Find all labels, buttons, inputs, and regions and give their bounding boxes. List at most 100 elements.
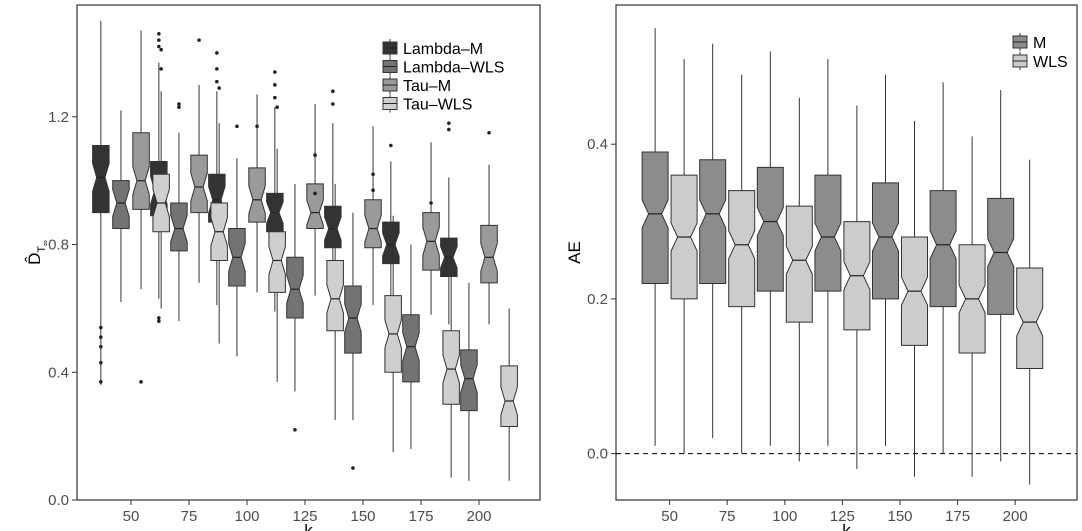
outlier-point bbox=[313, 191, 317, 196]
outlier-point bbox=[197, 38, 201, 42]
x-tick-label: 150 bbox=[887, 508, 912, 525]
box bbox=[460, 349, 478, 412]
box bbox=[402, 314, 420, 383]
outlier-point bbox=[331, 89, 335, 94]
box bbox=[92, 145, 110, 214]
box bbox=[699, 159, 727, 284]
y-axis-title: D̂T∞ bbox=[24, 240, 50, 265]
box bbox=[286, 256, 304, 319]
box bbox=[756, 166, 784, 292]
outlier-point bbox=[275, 105, 279, 109]
outlier-point bbox=[429, 201, 433, 205]
box bbox=[987, 197, 1015, 315]
box bbox=[480, 224, 498, 284]
x-tick-label: 125 bbox=[292, 508, 317, 525]
outlier-point bbox=[273, 70, 277, 74]
box bbox=[190, 154, 208, 214]
outlier-point bbox=[159, 67, 163, 71]
y-axis-title-subscript: T bbox=[36, 246, 48, 253]
outlier-point bbox=[371, 172, 375, 177]
legend-label: Tau–WLS bbox=[403, 97, 472, 114]
outlier-point bbox=[313, 153, 317, 157]
outlier-point bbox=[99, 380, 103, 384]
outlier-point bbox=[177, 105, 181, 109]
box bbox=[785, 205, 813, 323]
outlier-point bbox=[99, 344, 103, 349]
box bbox=[324, 205, 342, 249]
outlier-point bbox=[99, 360, 103, 365]
outlier-point bbox=[215, 79, 219, 84]
outlier-point bbox=[215, 51, 219, 55]
outlier-point bbox=[255, 124, 259, 129]
outlier-point bbox=[351, 466, 355, 470]
x-tick-label: 50 bbox=[123, 508, 140, 525]
outlier-point bbox=[447, 127, 451, 132]
y-axis-title: AE bbox=[565, 241, 584, 264]
plot-frame bbox=[76, 4, 541, 501]
box bbox=[306, 183, 324, 230]
x-tick-label: 125 bbox=[830, 508, 855, 525]
y-tick-label: 0.8 bbox=[48, 237, 69, 254]
x-axis-title: k bbox=[842, 521, 851, 531]
y-tick-label: 0.2 bbox=[587, 291, 608, 308]
outlier-point bbox=[389, 143, 393, 148]
outlier-point bbox=[447, 121, 451, 125]
y-tick-label: 0.4 bbox=[48, 364, 69, 381]
x-tick-label: 100 bbox=[772, 508, 797, 525]
legend-label: Lambda–M bbox=[403, 41, 483, 58]
outlier-point bbox=[487, 130, 491, 135]
outlier-point bbox=[273, 95, 277, 100]
box bbox=[728, 190, 756, 308]
x-tick-label: 200 bbox=[466, 508, 491, 525]
left-chart-panel: 0.0 0.4 0.8 1.2 50 75 100 125 150 175 200 k D̂T∞ Lamb… bbox=[24, 4, 541, 531]
y-tick-label: 1.2 bbox=[48, 109, 69, 126]
outlier-point bbox=[139, 380, 143, 384]
outlier-point bbox=[331, 102, 335, 106]
legend-label: WLS bbox=[1033, 54, 1068, 71]
outlier-point bbox=[293, 427, 297, 432]
x-tick-label: 75 bbox=[719, 508, 736, 525]
right-chart-panel: 0.0 0.2 0.4 50 75 100 125 150 175 200 k AE M WLS bbox=[565, 4, 1078, 531]
outlier-point bbox=[99, 325, 103, 330]
x-tick-label: 75 bbox=[181, 508, 198, 525]
box bbox=[344, 285, 362, 354]
box bbox=[442, 330, 460, 405]
y-tick-label: 0.4 bbox=[587, 136, 608, 153]
outlier-point bbox=[157, 44, 161, 49]
x-tick-label: 50 bbox=[661, 508, 678, 525]
outlier-point bbox=[371, 188, 375, 193]
x-tick-label: 200 bbox=[1003, 508, 1028, 525]
legend-label: M bbox=[1033, 35, 1046, 52]
box bbox=[248, 167, 266, 223]
outlier-point bbox=[235, 124, 239, 129]
x-axis-title: k bbox=[304, 521, 313, 531]
outlier-point bbox=[215, 67, 219, 71]
box bbox=[500, 365, 518, 428]
outlier-point bbox=[159, 47, 163, 52]
outlier-point bbox=[157, 31, 161, 36]
y-tick-label: 0.0 bbox=[48, 492, 69, 509]
box bbox=[929, 190, 957, 308]
y-axis-title-subsubscript: ∞ bbox=[41, 240, 50, 246]
box bbox=[364, 199, 382, 249]
box bbox=[326, 259, 344, 332]
outlier-point bbox=[157, 319, 161, 323]
x-tick-label: 100 bbox=[234, 508, 259, 525]
outlier-point bbox=[217, 86, 221, 90]
outlier-point bbox=[99, 335, 103, 339]
box bbox=[268, 231, 286, 293]
outlier-point bbox=[157, 38, 161, 42]
x-tick-label: 175 bbox=[408, 508, 433, 525]
box bbox=[112, 180, 130, 230]
box bbox=[132, 132, 150, 210]
box bbox=[814, 174, 842, 292]
box bbox=[1016, 267, 1044, 370]
box bbox=[872, 182, 899, 300]
box bbox=[170, 202, 188, 252]
outlier-point bbox=[157, 316, 161, 320]
y-axis-title-main: D̂ bbox=[24, 253, 44, 265]
legend-label: Tau–M bbox=[403, 78, 451, 95]
outlier-point bbox=[273, 83, 277, 87]
x-tick-label: 175 bbox=[945, 508, 970, 525]
